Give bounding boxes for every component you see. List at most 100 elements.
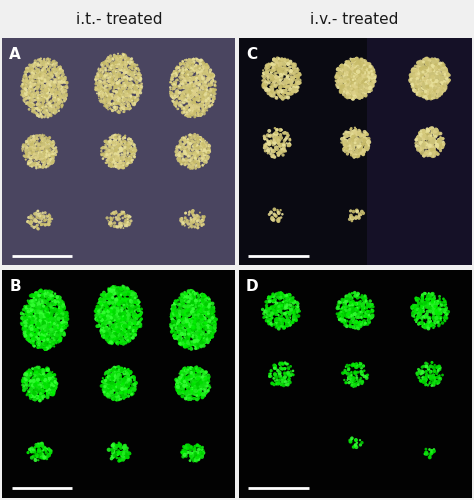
Point	[128, 54, 136, 62]
Point	[435, 64, 443, 72]
Point	[21, 314, 29, 322]
Point	[189, 207, 196, 215]
Point	[102, 332, 110, 340]
Point	[32, 378, 40, 386]
Point	[427, 70, 435, 78]
Point	[130, 316, 138, 324]
Point	[100, 58, 108, 66]
Point	[344, 308, 352, 316]
Point	[187, 301, 195, 309]
Point	[24, 144, 31, 152]
Point	[345, 76, 352, 84]
Point	[39, 96, 47, 104]
Point	[412, 66, 419, 74]
Point	[431, 65, 439, 73]
Point	[418, 88, 426, 96]
Point	[112, 380, 119, 388]
Point	[171, 330, 179, 338]
Point	[128, 330, 136, 338]
Point	[113, 57, 120, 65]
Point	[192, 86, 200, 94]
Point	[121, 68, 128, 76]
Point	[413, 66, 421, 74]
Point	[200, 291, 207, 299]
Point	[192, 140, 200, 148]
Point	[356, 78, 363, 86]
Point	[172, 67, 180, 75]
Point	[333, 74, 341, 82]
Point	[51, 60, 58, 68]
Point	[198, 93, 206, 101]
Point	[49, 104, 57, 112]
Point	[110, 210, 118, 218]
Point	[27, 133, 35, 141]
Point	[39, 374, 47, 382]
Point	[106, 55, 114, 63]
Point	[352, 79, 360, 87]
Point	[126, 221, 133, 229]
Point	[286, 298, 294, 306]
Point	[57, 98, 65, 106]
Point	[195, 339, 203, 347]
Point	[175, 157, 182, 165]
Point	[114, 323, 121, 331]
Point	[27, 76, 35, 84]
Point	[110, 286, 118, 294]
Point	[97, 296, 105, 304]
Point	[343, 78, 350, 86]
Point	[195, 64, 203, 72]
Point	[118, 138, 126, 146]
Point	[186, 74, 194, 82]
Point	[369, 308, 376, 316]
Point	[179, 328, 187, 336]
Point	[202, 62, 210, 70]
Point	[46, 104, 54, 112]
Point	[191, 96, 199, 104]
Point	[176, 154, 183, 162]
Point	[103, 54, 111, 62]
Point	[198, 300, 206, 308]
Point	[343, 147, 351, 155]
Point	[92, 73, 100, 81]
Point	[134, 308, 142, 316]
Point	[421, 54, 429, 62]
Point	[131, 290, 138, 298]
Point	[178, 72, 186, 80]
Point	[356, 94, 364, 102]
Point	[106, 308, 113, 316]
Point	[183, 111, 191, 119]
Point	[27, 322, 35, 330]
Point	[120, 82, 128, 90]
Point	[38, 80, 46, 88]
Point	[42, 134, 50, 141]
Point	[180, 302, 187, 310]
Point	[27, 64, 34, 72]
Point	[349, 95, 357, 103]
Point	[93, 309, 100, 317]
Point	[104, 60, 111, 68]
Point	[195, 104, 202, 112]
Point	[349, 89, 357, 97]
Point	[58, 78, 66, 86]
Point	[439, 319, 447, 327]
Point	[205, 336, 213, 344]
Point	[104, 310, 112, 318]
Point	[122, 331, 130, 339]
Point	[112, 322, 119, 330]
Point	[166, 78, 174, 86]
Point	[131, 76, 138, 84]
Point	[115, 134, 122, 142]
Point	[438, 76, 445, 84]
Point	[105, 101, 112, 109]
Point	[34, 112, 42, 120]
Point	[433, 59, 441, 67]
Point	[434, 60, 442, 68]
Point	[346, 378, 354, 386]
Point	[186, 293, 194, 301]
Point	[272, 310, 279, 318]
Point	[92, 315, 100, 323]
Point	[203, 104, 211, 112]
Point	[334, 84, 342, 92]
Point	[184, 135, 191, 143]
Point	[365, 302, 372, 310]
